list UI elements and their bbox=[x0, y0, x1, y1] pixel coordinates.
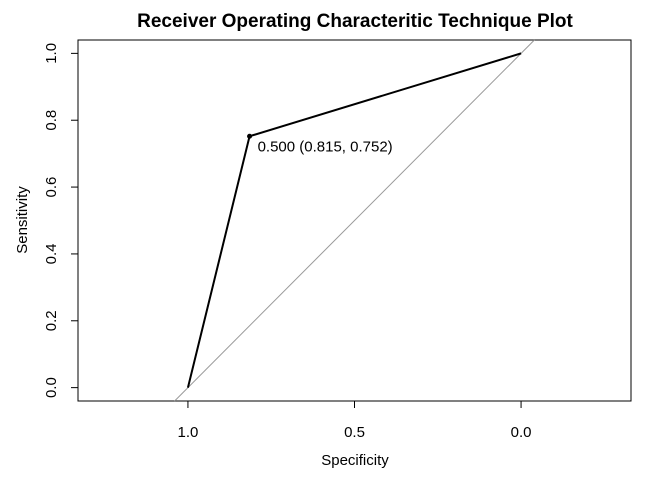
threshold-point bbox=[247, 133, 253, 139]
y-tick-label: 1.0 bbox=[43, 43, 60, 64]
y-tick-label: 0.4 bbox=[43, 243, 60, 264]
y-tick-label: 0.0 bbox=[43, 377, 60, 398]
y-tick-label: 0.8 bbox=[43, 110, 60, 131]
x-tick-label: 0.5 bbox=[344, 424, 365, 441]
x-tick-label: 1.0 bbox=[178, 424, 199, 441]
y-axis: 0.0 0.2 0.4 0.6 0.8 1.0 bbox=[43, 43, 79, 398]
threshold-annotation: 0.500 (0.815, 0.752) bbox=[258, 138, 393, 155]
x-axis: 1.0 0.5 0.0 bbox=[178, 400, 532, 441]
y-tick-label: 0.2 bbox=[43, 310, 60, 331]
x-axis-label: Specificity bbox=[321, 452, 389, 469]
y-axis-label: Sensitivity bbox=[14, 186, 31, 254]
reference-diagonal-line bbox=[174, 39, 535, 402]
y-tick-label: 0.6 bbox=[43, 177, 60, 198]
chart-title: Receiver Operating Characteritic Techniq… bbox=[137, 11, 573, 32]
x-tick-label: 0.0 bbox=[511, 424, 532, 441]
